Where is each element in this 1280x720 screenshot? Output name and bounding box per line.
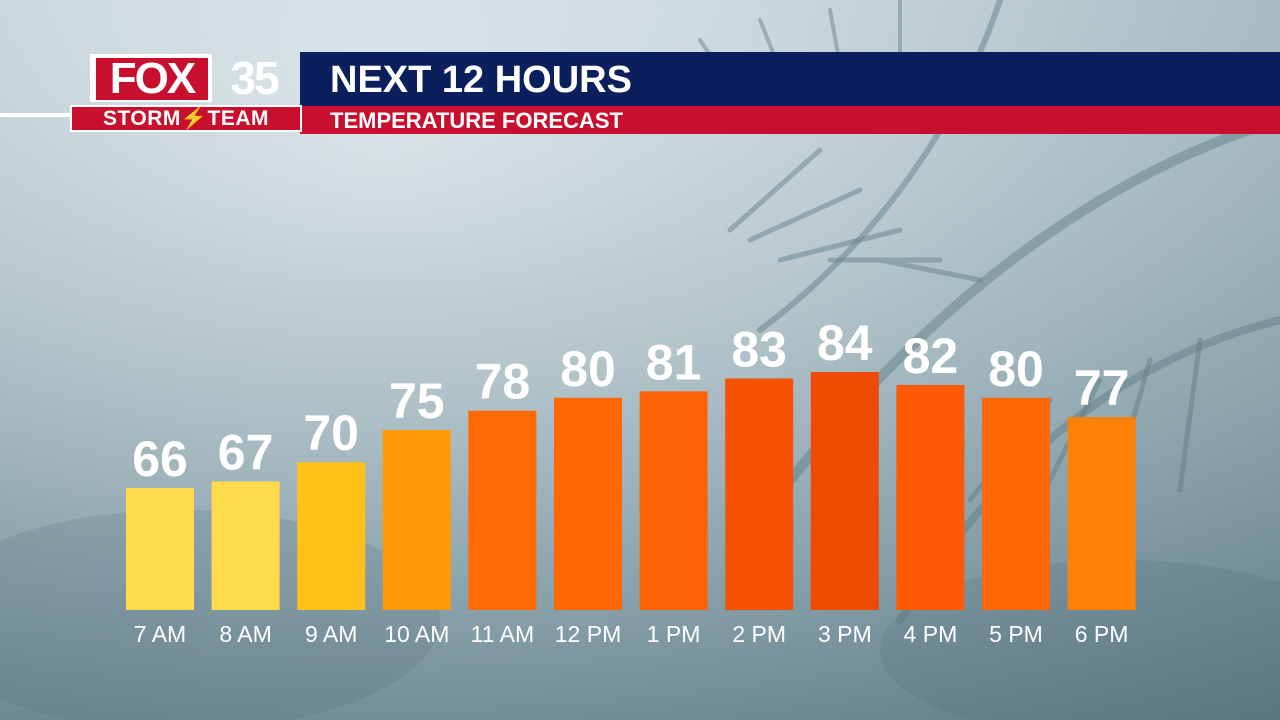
category-label: 1 PM	[647, 621, 701, 647]
value-labels-layer: 66 67 70 75 78 80 81 83 84 82 80 77	[132, 315, 1129, 487]
category-label: 4 PM	[904, 621, 958, 647]
value-label: 80	[988, 341, 1044, 397]
value-label: 84	[817, 315, 873, 371]
value-label: 75	[389, 373, 445, 429]
bar-4-pm	[896, 384, 965, 610]
logo-storm-team-text: STORM⚡TEAM	[70, 105, 302, 132]
bar-10-am	[382, 430, 451, 610]
value-label: 70	[303, 405, 359, 461]
value-label: 83	[731, 321, 787, 377]
bar-5-pm	[982, 397, 1050, 610]
value-label: 77	[1074, 360, 1130, 416]
bar-12-pm	[554, 397, 622, 610]
bar-7-am	[126, 487, 194, 610]
value-label: 78	[475, 354, 531, 410]
category-label: 3 PM	[818, 621, 872, 647]
bars-layer	[126, 372, 1136, 610]
value-label: 80	[560, 341, 616, 397]
value-label: 81	[646, 334, 702, 390]
bar-8-am	[211, 481, 280, 610]
bar-9-am	[297, 462, 366, 610]
header-subtitle-bar	[300, 106, 1280, 134]
category-label: 6 PM	[1075, 621, 1129, 647]
page-subtitle: TEMPERATURE FORECAST	[330, 108, 623, 133]
value-label: 66	[132, 431, 188, 487]
page-title: NEXT 12 HOURS	[330, 59, 632, 101]
value-label: 67	[218, 425, 274, 481]
header-title-bar	[300, 52, 1280, 106]
logo-number-text: 35	[230, 52, 279, 104]
bar-3-pm	[810, 372, 879, 610]
category-label: 7 AM	[134, 621, 186, 647]
bar-11-am	[468, 410, 537, 610]
logo-red-block	[96, 58, 208, 100]
category-label: 8 AM	[219, 621, 271, 647]
category-label: 5 PM	[989, 621, 1043, 647]
category-label: 12 PM	[555, 621, 621, 647]
header-accent-line	[0, 113, 70, 117]
logo-brand-text: FOX	[109, 54, 196, 103]
value-label: 82	[903, 328, 959, 384]
category-label: 10 AM	[384, 621, 449, 647]
bar-6-pm	[1067, 417, 1136, 610]
bar-2-pm	[725, 378, 794, 610]
category-label: 11 AM	[471, 621, 535, 647]
category-labels-layer: 7 AM 8 AM 9 AM 10 AM 11 AM 12 PM 1 PM 2 PM 3 PM 4…	[134, 621, 1129, 647]
category-label: 2 PM	[732, 621, 786, 647]
category-label: 9 AM	[305, 621, 357, 647]
bar-1-pm	[639, 391, 708, 610]
